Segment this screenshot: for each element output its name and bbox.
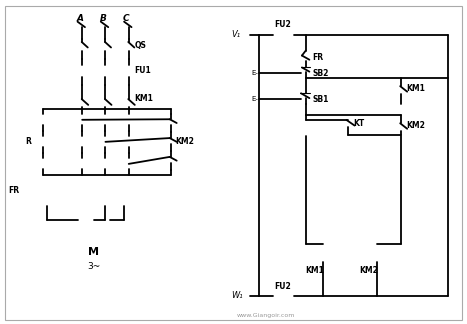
Text: KT: KT <box>353 119 364 128</box>
Text: B: B <box>99 14 106 23</box>
Bar <box>75 65 90 76</box>
Bar <box>121 158 136 169</box>
Circle shape <box>445 76 451 80</box>
Bar <box>34 114 51 125</box>
Text: FU1: FU1 <box>134 66 151 75</box>
Text: W₁: W₁ <box>231 291 243 300</box>
Bar <box>361 244 392 262</box>
Bar <box>121 136 136 147</box>
Bar <box>98 114 113 125</box>
Circle shape <box>52 230 136 288</box>
Text: M: M <box>88 247 99 257</box>
Text: 3~: 3~ <box>87 262 100 271</box>
Circle shape <box>303 113 309 117</box>
Bar <box>34 158 51 169</box>
Text: R: R <box>26 137 32 146</box>
Bar <box>75 158 90 169</box>
Text: KM2: KM2 <box>359 266 378 274</box>
Text: A: A <box>76 14 83 23</box>
Bar <box>121 114 136 125</box>
Text: SB2: SB2 <box>312 69 329 78</box>
Circle shape <box>398 134 404 138</box>
Text: FU2: FU2 <box>274 282 291 291</box>
Text: www.Giangoir.com: www.Giangoir.com <box>237 313 295 318</box>
Text: C: C <box>123 14 130 23</box>
Text: KM1: KM1 <box>306 266 325 274</box>
Bar <box>98 158 113 169</box>
Bar <box>308 244 338 262</box>
Text: QS: QS <box>134 41 146 50</box>
Bar <box>38 175 134 205</box>
Circle shape <box>303 76 309 80</box>
Text: FR: FR <box>8 186 19 195</box>
Bar <box>273 292 294 299</box>
Text: E-: E- <box>252 70 259 76</box>
Text: KM1: KM1 <box>406 84 425 93</box>
Text: KM1: KM1 <box>134 94 153 103</box>
Bar <box>34 136 51 147</box>
Text: FR: FR <box>312 53 323 62</box>
Text: SB1: SB1 <box>312 95 329 104</box>
Bar <box>75 114 90 125</box>
Text: KM2: KM2 <box>175 137 194 146</box>
Bar <box>98 65 113 76</box>
Text: E-: E- <box>252 96 259 102</box>
Text: KM2: KM2 <box>406 122 425 130</box>
Circle shape <box>303 33 309 37</box>
Bar <box>75 136 90 147</box>
Bar <box>121 65 136 76</box>
Text: FU2: FU2 <box>274 20 291 29</box>
Bar <box>273 31 294 38</box>
Bar <box>98 136 113 147</box>
Text: V₁: V₁ <box>231 30 241 39</box>
